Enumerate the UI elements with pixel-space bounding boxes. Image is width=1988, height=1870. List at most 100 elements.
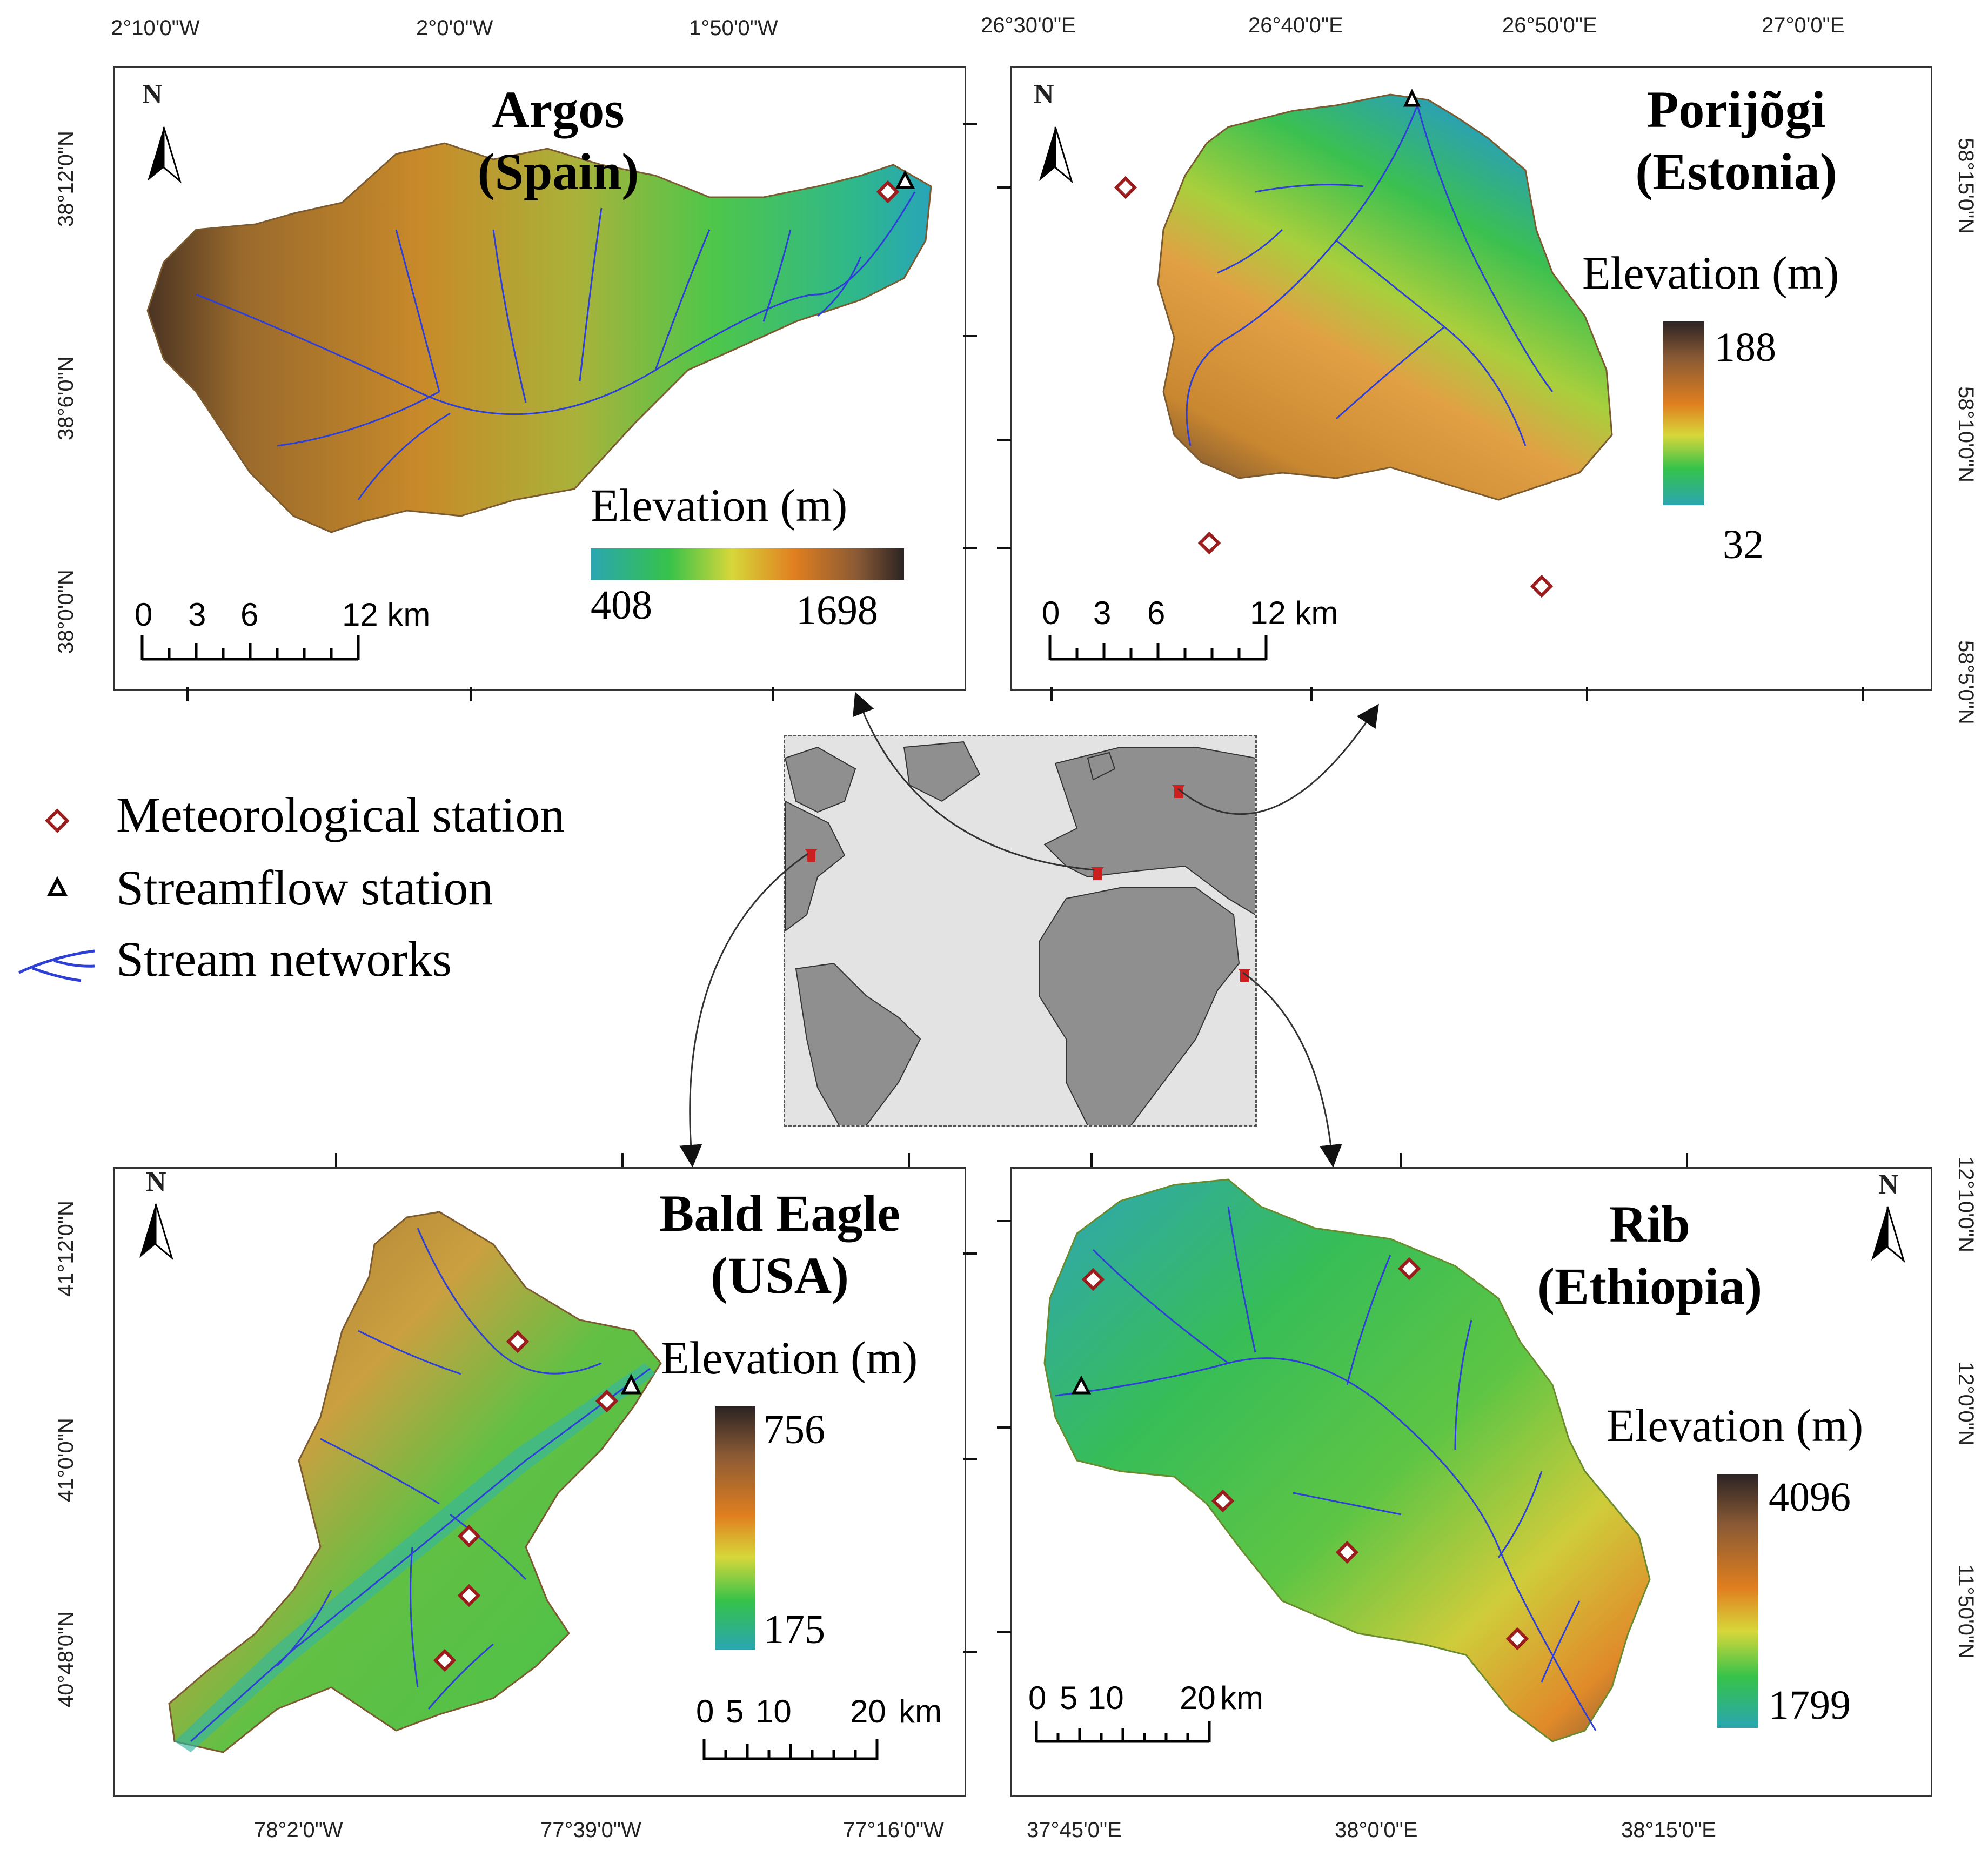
world-map-inset [784, 735, 1257, 1127]
argos-north-arrow-icon [148, 126, 182, 184]
bald-eagle-left-tick-2: 41°0'0"N [54, 1418, 78, 1502]
porijogi-title-line1: Porijõgi [1646, 81, 1826, 138]
porijogi-top-tick-3: 26°50'0"E [1502, 14, 1597, 37]
rib-elevation-title: Elevation (m) [1607, 1399, 1864, 1451]
bald-eagle-scale-10: 10 [755, 1693, 792, 1730]
porijogi-bottom-tick [1310, 687, 1313, 701]
rib-top-tick [1090, 1153, 1093, 1167]
porijogi-bottom-tick [1586, 687, 1588, 701]
argos-map-svg [140, 126, 932, 661]
porijogi-elevation-max: 188 [1715, 325, 1776, 370]
argos-elevation-title: Elevation (m) [591, 479, 848, 531]
bald-eagle-elevation-max: 756 [764, 1407, 825, 1452]
rib-right-tick-2: 12°0'0"N [1954, 1362, 1978, 1446]
argos-elevation-bar [591, 548, 904, 580]
porijogi-scale-12: 12 km [1250, 595, 1338, 631]
rib-scale-20: 20 [1180, 1680, 1216, 1716]
rib-right-tick-3: 11°50'0"N [1954, 1564, 1978, 1659]
bald-eagle-title-line2: (USA) [711, 1246, 849, 1305]
porijogi-scale-bar [1048, 635, 1268, 661]
porijogi-map-panel: N Porijõgi (Estonia) Elevation (m) 188 3… [1010, 66, 1932, 691]
argos-scale-0: 0 [135, 596, 153, 633]
porijogi-basin [1157, 93, 1613, 501]
argos-bottom-tick [470, 687, 472, 701]
bald-eagle-elevation-title: Elevation (m) [661, 1332, 918, 1384]
rib-bottom-tick-2: 38°0'0"E [1335, 1818, 1418, 1842]
porijogi-elevation-min: 32 [1723, 522, 1764, 567]
bald-eagle-met-station-icon [457, 1524, 481, 1548]
argos-title: Argos (Spain) [396, 78, 720, 203]
porijogi-top-tick-2: 26°40'0"E [1248, 14, 1343, 37]
bald-eagle-title: Bald Eagle (USA) [618, 1182, 942, 1306]
legend-stream-icon [18, 949, 95, 982]
bald-eagle-north-arrow-icon [139, 1203, 173, 1261]
rib-title-line1: Rib [1609, 1195, 1690, 1253]
rib-top-tick [1400, 1153, 1402, 1167]
bald-eagle-scale-labels: 0 5 10 20 km [693, 1693, 953, 1731]
rib-elevation-bar [1717, 1474, 1758, 1728]
rib-map-panel: N Rib (Ethiopia) Elevation (m) 4096 1799… [1010, 1167, 1932, 1797]
legend-streamflow-station-icon [47, 876, 68, 896]
rib-left-tick [997, 1631, 1011, 1633]
rib-elevation-max: 4096 [1769, 1474, 1851, 1520]
bald-eagle-right-tick [963, 1458, 977, 1460]
porijogi-met-station-icon [1197, 531, 1221, 555]
argos-left-tick-3: 38°0'0"N [54, 569, 78, 654]
argos-right-tick [963, 335, 977, 337]
rib-met-station-icon [1081, 1268, 1105, 1291]
rib-bottom-tick-3: 38°15'0"E [1621, 1818, 1716, 1842]
argos-top-tick-1: 2°10'0"W [111, 16, 200, 40]
porijogi-right-tick-3: 58°5'0"N [1954, 640, 1978, 725]
rib-scale-10: 10 [1088, 1680, 1124, 1716]
bald-eagle-valley [175, 1363, 655, 1752]
bald-eagle-met-station-icon [506, 1330, 530, 1353]
bald-eagle-elevation-min: 175 [764, 1607, 825, 1652]
argos-north-label: N [142, 79, 163, 110]
rib-met-station-icon [1211, 1489, 1235, 1513]
bald-eagle-scale-5: 5 [726, 1693, 744, 1730]
rib-title-line2: (Ethiopia) [1537, 1257, 1763, 1316]
argos-scale-bar [140, 635, 360, 661]
argos-bottom-tick [772, 687, 774, 701]
argos-title-line1: Argos [492, 81, 625, 138]
argos-elevation-max: 1698 [796, 588, 878, 633]
bald-eagle-elevation-bar [715, 1406, 755, 1650]
bald-eagle-left-tick-1: 41°12'0"N [54, 1201, 78, 1297]
legend-stream-networks-label: Stream networks [116, 931, 452, 987]
porijogi-right-tick-2: 58°10'0"N [1954, 386, 1978, 482]
pin-icon [805, 849, 818, 862]
bald-eagle-met-station-icon [457, 1584, 481, 1607]
porijogi-scale-3: 3 [1093, 595, 1112, 631]
porijogi-bottom-tick [1862, 687, 1864, 701]
porijogi-elevation-title: Elevation (m) [1582, 247, 1839, 299]
bald-eagle-bottom-tick-3: 77°16'0"W [843, 1818, 944, 1842]
argos-streamflow-station-icon [895, 170, 915, 189]
rib-scale-bar [1035, 1721, 1211, 1743]
argos-basin [146, 142, 932, 533]
rib-north-arrow-icon [1871, 1206, 1905, 1263]
legend-streamflow-label: Streamflow station [116, 860, 493, 915]
bald-eagle-left-tick-3: 40°48'0"N [54, 1611, 78, 1707]
argos-top-tick-2: 2°0'0"W [416, 16, 493, 40]
argos-scale-6: 6 [240, 596, 259, 633]
bald-eagle-streamflow-station-icon [620, 1373, 642, 1395]
argos-scale-labels: 0 3 6 12 km [115, 596, 439, 634]
porijogi-elevation-bar [1663, 321, 1704, 505]
rib-streamflow-station-icon [1071, 1375, 1092, 1395]
world-map-svg [785, 741, 1255, 1125]
argos-elevation-min: 408 [591, 582, 652, 628]
argos-met-station-icon [876, 180, 900, 204]
rib-scale-5: 5 [1060, 1680, 1078, 1716]
porijogi-left-tick [997, 439, 1011, 441]
bald-eagle-map-panel: N Bald Eagle (USA) Elevation (m) 756 175… [113, 1167, 966, 1797]
porijogi-title-line2: (Estonia) [1635, 143, 1837, 201]
bald-eagle-scale-bar [702, 1739, 879, 1760]
argos-top-tick-3: 1°50'0"W [689, 16, 778, 40]
argos-right-tick [963, 123, 977, 125]
bald-eagle-title-line1: Bald Eagle [659, 1184, 900, 1242]
porijogi-map-svg [1039, 89, 1704, 661]
rib-top-tick [1686, 1153, 1688, 1167]
rib-met-station-icon [1505, 1627, 1529, 1651]
rib-met-station-icon [1397, 1257, 1421, 1281]
bald-eagle-met-station-icon [595, 1389, 619, 1413]
